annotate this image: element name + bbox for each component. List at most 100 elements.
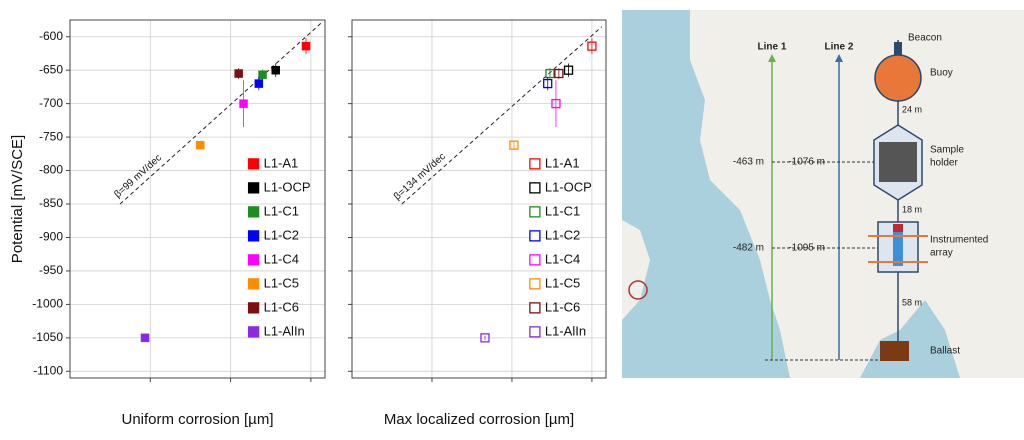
y-tick-label: -750 — [39, 129, 63, 143]
fit-line — [401, 26, 603, 205]
legend-label: L1-A1 — [264, 155, 299, 170]
y-tick-label: -1100 — [33, 363, 63, 377]
land — [622, 220, 650, 320]
label: 24 m — [902, 104, 922, 114]
y-tick-label: -600 — [39, 29, 63, 43]
point — [239, 99, 248, 108]
legend-label: L1-C4 — [264, 251, 299, 266]
legend-marker — [529, 302, 541, 314]
legend-marker — [247, 230, 260, 242]
y-tick-label: -800 — [39, 163, 63, 177]
legend-marker — [529, 278, 541, 290]
fit-label: β=134 mV/dec — [392, 151, 448, 202]
legend-marker — [247, 158, 260, 170]
point — [551, 98, 561, 109]
y-tick-label: -650 — [39, 62, 63, 76]
chart: -600 -650 -700 -750 -800 -850 -900 -950 -1000 -10… — [9, 19, 326, 428]
legend-label: L1-AlIn — [545, 323, 586, 338]
point — [480, 333, 490, 343]
legend-label: L1-C2 — [264, 227, 299, 242]
legend-marker — [529, 182, 541, 194]
fit-label: β=99 mV/dec — [112, 152, 164, 200]
point — [196, 140, 205, 150]
legend-label: L1-OCP — [545, 179, 592, 194]
instrument — [893, 228, 903, 266]
point — [234, 69, 243, 78]
label: 58 m — [902, 297, 922, 307]
legend-marker — [247, 326, 260, 338]
y-axis-label: Potential [mV/SCE] — [9, 135, 26, 263]
legend-marker — [247, 278, 260, 290]
arrow — [768, 54, 776, 62]
ballast — [880, 341, 909, 361]
legend-label: L1-C1 — [264, 203, 299, 218]
legend-label: L1-C2 — [545, 227, 580, 242]
legend-marker — [247, 302, 260, 314]
legend-marker — [247, 206, 260, 218]
legend-label: L1-C6 — [545, 299, 580, 314]
point — [563, 65, 574, 75]
y-tick-label: -950 — [39, 263, 63, 277]
y-tick-label: -1000 — [32, 297, 63, 311]
x-axis-label: Max localized corrosion [µm] — [384, 411, 574, 428]
legend-label: L1-A1 — [545, 155, 580, 170]
point — [554, 68, 564, 79]
legend-marker — [529, 158, 541, 170]
point — [545, 68, 555, 79]
point — [254, 79, 264, 88]
label: Line 2 — [825, 42, 854, 53]
label: -482 m — [733, 243, 764, 254]
plot-frame — [351, 19, 607, 379]
beacon — [894, 42, 902, 56]
instrument-top — [893, 224, 903, 232]
legend-marker — [529, 326, 541, 338]
fit-line — [119, 22, 322, 205]
land — [690, 10, 1024, 378]
plot-frame — [69, 19, 326, 379]
marker-circle — [628, 280, 648, 300]
label: array — [930, 248, 953, 259]
point — [258, 70, 267, 80]
label: Sample — [930, 145, 964, 156]
legend-label: L1-C6 — [264, 299, 299, 314]
legend-marker — [247, 254, 260, 266]
label: Line 1 — [758, 42, 787, 53]
label: Ballast — [930, 346, 960, 357]
label: -1095 m — [788, 243, 825, 254]
point — [543, 78, 553, 89]
y-tick-label: -900 — [39, 230, 63, 244]
label: -463 m — [733, 157, 764, 168]
y-tick-label: -700 — [39, 96, 63, 110]
label: holder — [930, 158, 958, 169]
chart: Max localized corrosion [µm] β=134 mV/dec… — [348, 19, 607, 428]
legend-marker — [529, 206, 541, 218]
label: Beacon — [908, 33, 942, 44]
point — [509, 140, 519, 150]
label: 18 m — [902, 204, 922, 214]
samples — [879, 142, 917, 182]
y-tick-label: -1050 — [32, 330, 63, 344]
legend-marker — [529, 254, 541, 266]
legend-label: L1-OCP — [264, 179, 311, 194]
label: -1076 m — [788, 157, 825, 168]
map — [622, 10, 1024, 378]
label: Instrumented — [930, 235, 988, 246]
x-axis-label: Uniform corrosion [µm] — [121, 411, 273, 428]
legend-label: L1-C5 — [264, 275, 299, 290]
arrow — [835, 54, 843, 62]
legend-label: L1-C5 — [545, 275, 580, 290]
legend-label: L1-C1 — [545, 203, 580, 218]
legend-label: L1-AlIn — [264, 323, 305, 338]
mooring: Line 1 Line 2 Beacon Buoy 24 m Sample ho… — [733, 33, 988, 361]
point — [587, 41, 597, 51]
point — [140, 333, 150, 343]
y-tick-label: -850 — [39, 196, 63, 210]
island — [975, 240, 1000, 300]
legend-marker — [529, 230, 541, 242]
legend-marker — [247, 182, 260, 194]
buoy — [874, 54, 922, 102]
legend-label: L1-C4 — [545, 251, 580, 266]
point — [301, 41, 311, 51]
point — [271, 65, 280, 75]
